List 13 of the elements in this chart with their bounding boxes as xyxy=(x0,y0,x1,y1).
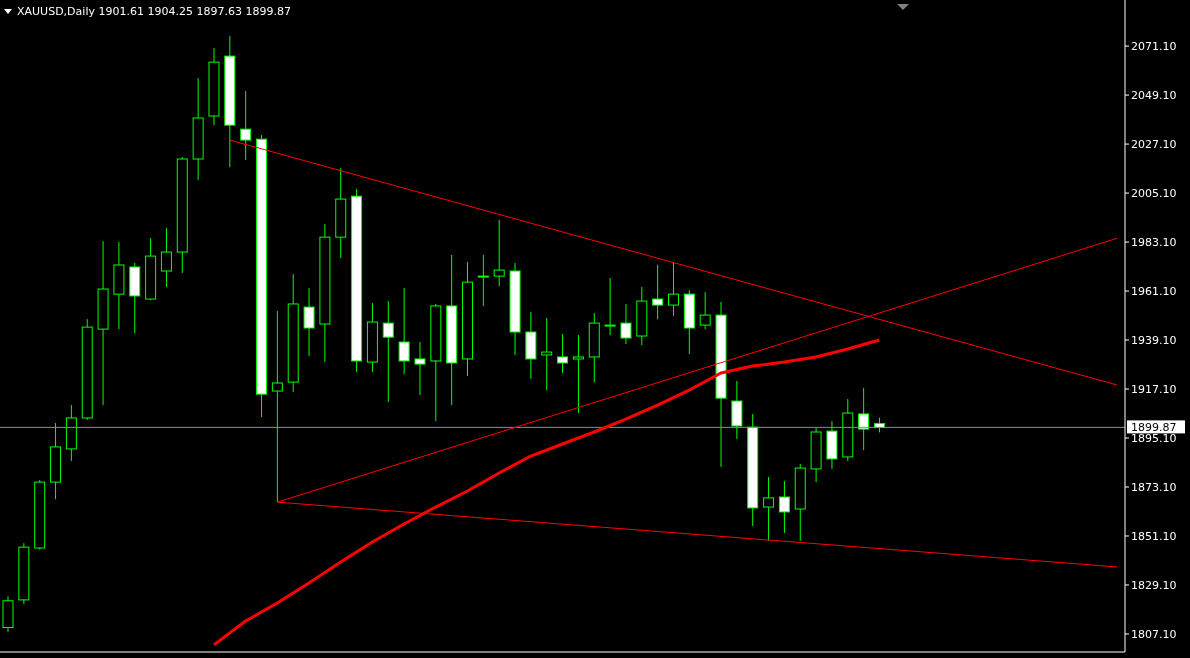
y-tick-label: 1983.10 xyxy=(1131,235,1177,249)
y-tick-label: 1873.10 xyxy=(1131,480,1177,494)
y-tick-label: 2005.10 xyxy=(1131,186,1177,200)
y-tick-label: 1961.10 xyxy=(1131,284,1177,298)
y-tick-label: 1917.10 xyxy=(1131,382,1177,396)
y-tick-label: 2027.10 xyxy=(1131,137,1177,151)
y-tick-label: 1807.10 xyxy=(1131,627,1177,641)
y-tick-label: 1851.10 xyxy=(1131,529,1177,543)
y-tick-label: 1939.10 xyxy=(1131,333,1177,347)
y-tick-label: 1829.10 xyxy=(1131,578,1177,592)
y-tick-label: 2071.10 xyxy=(1131,40,1177,53)
y-tick-label: 2049.10 xyxy=(1131,88,1177,102)
text: XAUUSD,Daily 1901.61 1904.25 1897.63 1899.87 xyxy=(17,5,291,18)
